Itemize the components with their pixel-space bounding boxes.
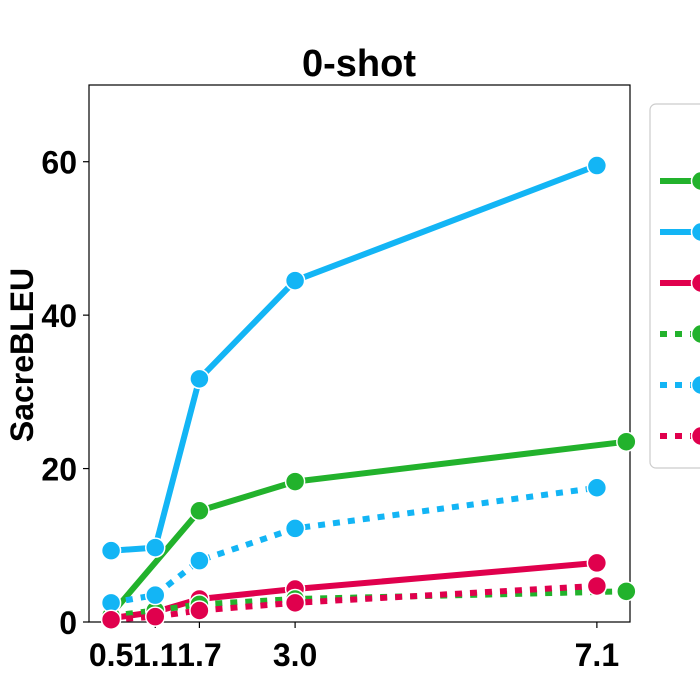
- data-point: [586, 477, 608, 498]
- data-point: [284, 518, 306, 539]
- data-point: [586, 155, 608, 176]
- data-point: [284, 270, 306, 291]
- x-tick-label: 3.0: [273, 637, 317, 673]
- data-point: [144, 537, 166, 558]
- data-point: [144, 584, 166, 606]
- y-axis-label: SacreBLEU: [4, 268, 40, 442]
- x-tick-label: 7.1: [575, 637, 619, 673]
- x-tick-label: 1.7: [177, 637, 221, 673]
- legend-marker-3: [690, 272, 700, 294]
- data-point: [616, 581, 637, 602]
- legend-marker-2: [690, 221, 700, 243]
- data-point: [586, 575, 608, 597]
- series-line-3: [110, 559, 598, 622]
- series-line-2: [110, 162, 598, 554]
- data-point: [189, 500, 210, 522]
- data-point: [189, 600, 210, 621]
- legend-marker-1: [690, 170, 700, 192]
- plot-area: [88, 84, 631, 623]
- legend-marker-5: [690, 374, 700, 396]
- chart-title: 0-shot: [302, 43, 416, 85]
- y-tick-label: 60: [41, 145, 77, 181]
- data-point: [144, 606, 166, 627]
- legend-marker-4: [690, 323, 700, 345]
- legend: [649, 103, 700, 469]
- y-tick-label: 0: [59, 605, 77, 641]
- data-point: [189, 368, 210, 390]
- y-tick-label: 40: [41, 298, 77, 334]
- series-group: [100, 155, 637, 630]
- data-point: [284, 592, 306, 614]
- series-line-5: [110, 484, 598, 606]
- series-line-1: [108, 438, 627, 617]
- data-point: [189, 550, 210, 571]
- legend-marker-6: [690, 425, 700, 447]
- series-line-6: [110, 582, 598, 623]
- x-tick-label: 0.5: [89, 637, 133, 673]
- data-point: [616, 431, 637, 452]
- x-tick-label: 1.1: [133, 637, 177, 673]
- y-tick-label: 20: [41, 452, 77, 488]
- axis-ticks: 0.5 1.1 1.7 3.0 7.1 0 20 40 60: [41, 145, 619, 673]
- data-point: [586, 552, 608, 574]
- data-point: [100, 609, 122, 630]
- data-point: [284, 471, 306, 492]
- data-point: [100, 540, 122, 561]
